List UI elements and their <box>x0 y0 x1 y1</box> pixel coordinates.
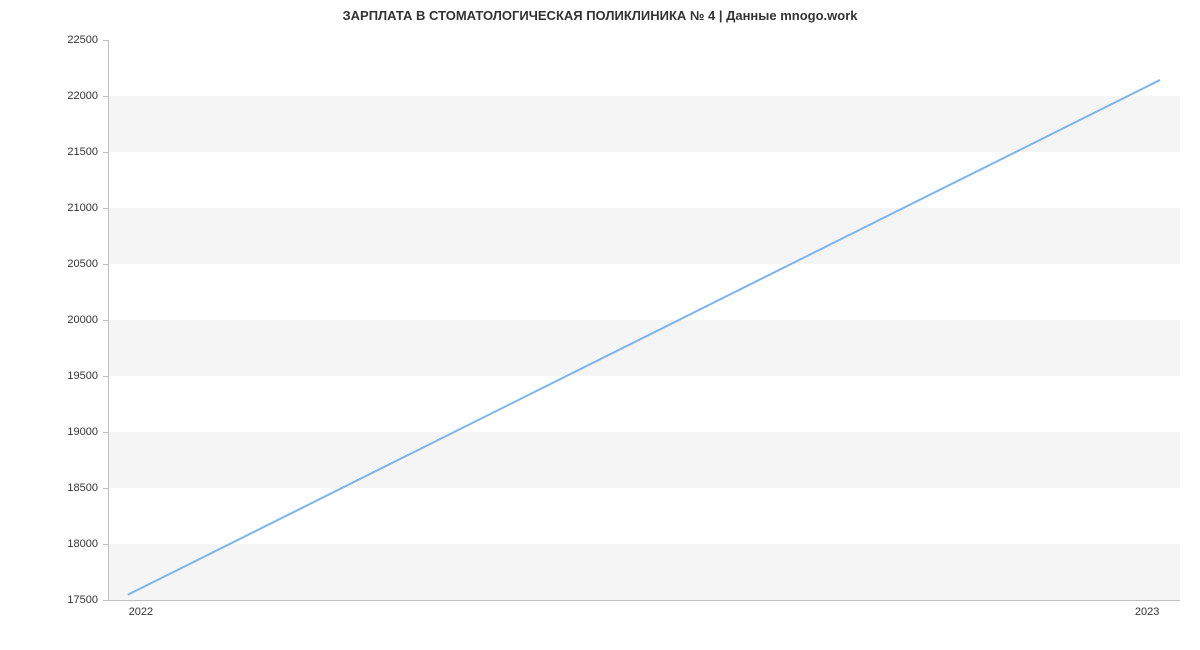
y-tick-label: 18500 <box>38 482 98 494</box>
chart-container: ЗАРПЛАТА В СТОМАТОЛОГИЧЕСКАЯ ПОЛИКЛИНИКА… <box>0 0 1200 650</box>
y-tick-label: 22000 <box>38 90 98 102</box>
y-tick-label: 18000 <box>38 538 98 550</box>
y-tick-label: 20500 <box>38 258 98 270</box>
y-tick-label: 19000 <box>38 426 98 438</box>
y-axis-line <box>108 40 109 600</box>
x-tick-label: 2022 <box>129 606 153 618</box>
y-tick-label: 17500 <box>38 594 98 606</box>
y-tick-label: 19500 <box>38 370 98 382</box>
chart-title: ЗАРПЛАТА В СТОМАТОЛОГИЧЕСКАЯ ПОЛИКЛИНИКА… <box>0 8 1200 23</box>
x-axis-line <box>108 600 1180 601</box>
y-tick-label: 22500 <box>38 34 98 46</box>
y-tick-label: 21500 <box>38 146 98 158</box>
y-tick-label: 21000 <box>38 202 98 214</box>
plot-area <box>108 40 1180 600</box>
series-line <box>108 40 1180 600</box>
x-tick-label: 2023 <box>1129 606 1159 618</box>
y-tick-label: 20000 <box>38 314 98 326</box>
